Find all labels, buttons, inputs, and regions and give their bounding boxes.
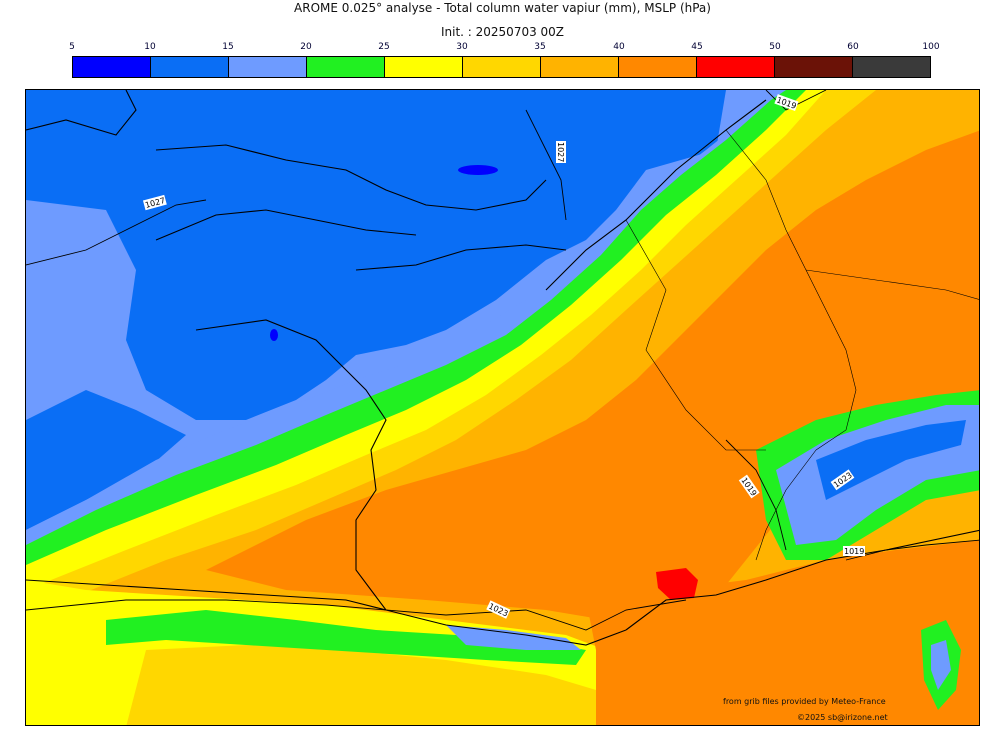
colorbar-segment	[541, 57, 619, 77]
main-title: AROME 0.025° analyse - Total column wate…	[294, 1, 711, 15]
colorbar-tick-label: 30	[456, 42, 468, 52]
pyrenees-moisture	[106, 610, 586, 665]
spain-gold-zone	[126, 645, 596, 725]
copyright-credit: ©2025 sb@irizone.net	[797, 713, 888, 722]
coastlines	[26, 90, 979, 646]
isobar-lines	[26, 90, 979, 631]
red-45-50-spot	[656, 568, 698, 600]
isobar-label: 1027	[556, 142, 565, 162]
colorbar-segment	[619, 57, 697, 77]
colorbar-tick-label: 5	[69, 42, 75, 52]
colorbar-tick-label: 40	[613, 42, 625, 52]
colorbar-tick-label: 35	[534, 42, 546, 52]
colorbar-segment	[229, 57, 307, 77]
blue-10-15-zone-west	[26, 390, 186, 530]
pyrenees-dry-core	[446, 625, 581, 650]
water-vapour-map: 1027 1027 1019 1019 1023 1019 1023	[26, 90, 979, 725]
colorbar-segment	[853, 57, 930, 77]
corsica-core	[931, 640, 951, 690]
colorbar-segment	[697, 57, 775, 77]
colorbar-segment	[463, 57, 541, 77]
colorbar-segment	[151, 57, 229, 77]
colorbar	[72, 56, 931, 78]
blue-10-15-zone	[26, 90, 726, 420]
init-time-label: Init. : 20250703 00Z	[440, 25, 565, 39]
colorbar-tick-label: 10	[144, 42, 156, 52]
colorbar-tick-label: 50	[769, 42, 781, 52]
isobar-label: 1019	[844, 547, 864, 556]
map-panel: 1027 1027 1019 1019 1023 1019 1023	[25, 89, 980, 726]
data-source-credit: from grib files provided by Meteo-France	[723, 697, 886, 706]
alps-core	[816, 420, 966, 500]
colorbar-tick-label: 60	[847, 42, 859, 52]
colorbar-segment	[385, 57, 463, 77]
colorbar-segment	[307, 57, 385, 77]
colorbar-segment	[775, 57, 853, 77]
colorbar-segment	[73, 57, 151, 77]
mediterranean-orange	[586, 540, 979, 725]
colorbar-tick-label: 45	[691, 42, 703, 52]
colorbar-tick-label: 25	[378, 42, 390, 52]
colorbar-tick-label: 100	[922, 42, 940, 52]
colorbar-tick-label: 15	[222, 42, 234, 52]
colorbar-tick-label: 20	[300, 42, 312, 52]
